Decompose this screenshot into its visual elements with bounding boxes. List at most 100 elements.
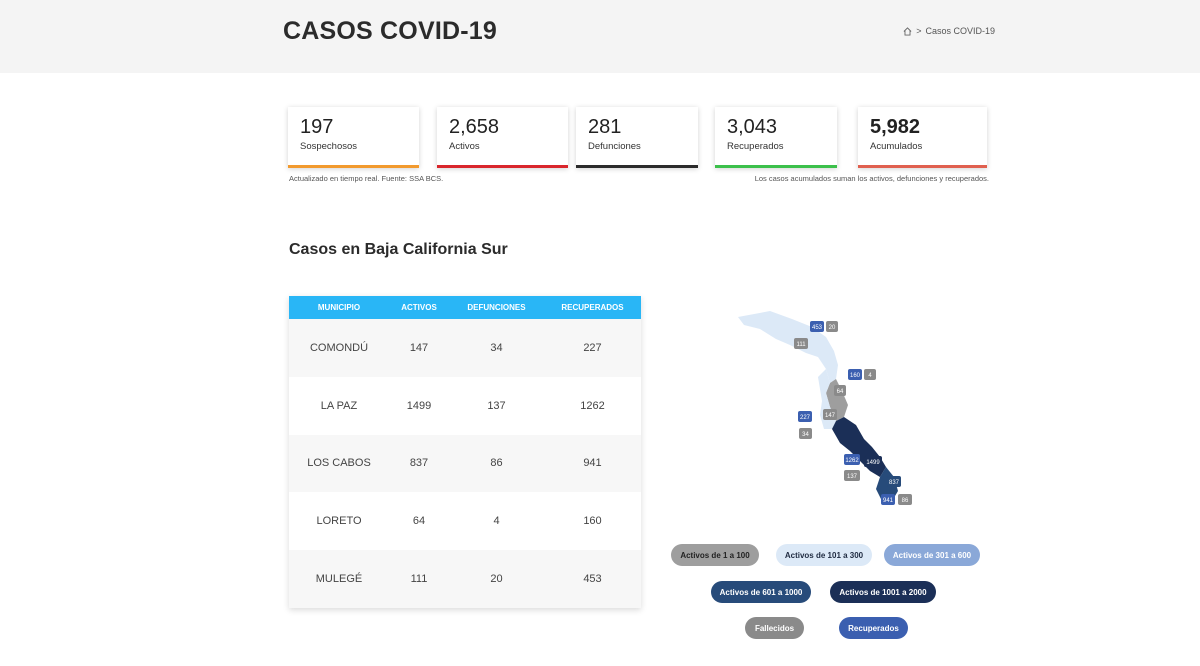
card-acumulados: 5,982 Acumulados (858, 107, 987, 168)
map-badge: 111 (794, 338, 808, 349)
section-title: Casos en Baja California Sur (289, 241, 508, 258)
card-value: 2,658 (449, 116, 500, 138)
cell-activos: 837 (409, 457, 429, 470)
map-badge: 453 (810, 321, 824, 332)
home-icon[interactable] (903, 26, 912, 36)
table-row: LA PAZ 1499 137 1262 (289, 377, 641, 435)
column-header: MUNICIPIO (317, 303, 361, 312)
map-badge: 147 (823, 409, 837, 420)
cell-recuperados: 1262 (580, 399, 605, 412)
legend-activos-601-1000[interactable]: Activos de 601 a 1000 (711, 581, 811, 603)
svg-text:1499: 1499 (866, 460, 880, 466)
map-badge: 34 (799, 428, 812, 439)
cell-activos: 1499 (406, 399, 432, 412)
map-badge: 4 (864, 369, 876, 380)
cell-defunciones: 4 (493, 515, 500, 528)
cell-recuperados: 227 (583, 341, 602, 354)
cell-defunciones: 137 (487, 399, 506, 412)
stats-cards: 197 Sospechosos 2,658 Activos 281 Defunc… (288, 107, 988, 169)
map-badge: 64 (834, 385, 846, 396)
baja-california-sur-map: 453 20 111 160 4 64 227 147 (738, 311, 912, 505)
cell-defunciones: 86 (490, 457, 503, 470)
accumulated-note: Los casos acumulados suman los activos, … (754, 174, 989, 183)
legend-activos-101-300[interactable]: Activos de 101 a 300 (776, 544, 872, 566)
card-value: 281 (588, 116, 622, 138)
legend-activos-1001-2000[interactable]: Activos de 1001 a 2000 (830, 581, 936, 603)
svg-text:64: 64 (837, 389, 844, 395)
card-value: 3,043 (727, 116, 778, 138)
table-header: MUNICIPIO ACTIVOS DEFUNCIONES RECUPERADO… (289, 296, 641, 319)
svg-text:20: 20 (829, 325, 836, 331)
map-badge: 227 (798, 411, 812, 422)
card-value: 197 (300, 116, 334, 138)
card-label: Sospechosos (300, 141, 358, 152)
card-bar (437, 165, 568, 168)
cell-recuperados: 160 (583, 515, 602, 528)
table-row: LORETO 64 4 160 (289, 492, 641, 550)
cell-municipio: LA PAZ (320, 399, 358, 412)
cell-municipio: LORETO (316, 515, 362, 528)
card-label: Acumulados (870, 141, 923, 152)
cell-activos: 64 (412, 515, 426, 528)
card-bar (715, 165, 837, 168)
svg-text:137: 137 (847, 474, 858, 480)
column-header: RECUPERADOS (561, 303, 624, 312)
map-badge: 837 (887, 476, 901, 487)
svg-text:837: 837 (889, 480, 900, 486)
legend-fallecidos[interactable]: Fallecidos (745, 617, 804, 639)
cell-municipio: MULEGÉ (315, 573, 363, 586)
table-body: COMONDÚ 147 34 227 LA PAZ 1499 137 1262 … (289, 319, 641, 608)
card-recuperados: 3,043 Recuperados (715, 107, 837, 168)
table-row: COMONDÚ 147 34 227 (289, 319, 641, 377)
region-la-paz[interactable] (832, 417, 886, 477)
source-note: Actualizado en tiempo real. Fuente: SSA … (289, 174, 444, 183)
cell-municipio: LOS CABOS (307, 457, 371, 470)
card-defunciones: 281 Defunciones (576, 107, 698, 168)
map-badge: 1262 (844, 454, 860, 465)
cell-defunciones: 34 (490, 341, 503, 354)
card-bar (858, 165, 987, 168)
card-sospechosos: 197 Sospechosos (288, 107, 419, 168)
svg-text:34: 34 (802, 432, 809, 438)
card-value: 5,982 (870, 116, 921, 138)
card-label: Defunciones (588, 141, 641, 152)
map-badge: 86 (898, 494, 912, 505)
cases-table: MUNICIPIO ACTIVOS DEFUNCIONES RECUPERADO… (289, 296, 641, 608)
map-badge: 1499 (864, 456, 882, 467)
column-header: ACTIVOS (401, 303, 437, 312)
svg-text:86: 86 (902, 498, 909, 504)
card-label: Recuperados (727, 141, 784, 152)
table-row: LOS CABOS 837 86 941 (289, 434, 641, 493)
map-badge: 941 (881, 494, 895, 505)
column-header: DEFUNCIONES (467, 303, 526, 312)
cell-recuperados: 453 (583, 573, 602, 586)
legend-activos-1-100[interactable]: Activos de 1 a 100 (671, 544, 759, 566)
card-bar (576, 165, 698, 168)
card-bar (288, 165, 419, 168)
svg-text:147: 147 (825, 413, 836, 419)
card-activos: 2,658 Activos (437, 107, 568, 168)
legend-recuperados[interactable]: Recuperados (839, 617, 908, 639)
breadcrumb-current: Casos COVID-19 (925, 26, 995, 36)
cell-activos: 147 (409, 341, 429, 354)
svg-text:1262: 1262 (845, 458, 859, 464)
cell-defunciones: 20 (490, 573, 503, 586)
legend-activos-301-600[interactable]: Activos de 301 a 600 (884, 544, 980, 566)
cell-activos: 111 (410, 573, 428, 586)
cell-recuperados: 941 (583, 457, 602, 470)
card-label: Activos (449, 141, 480, 152)
breadcrumb: > Casos COVID-19 (903, 26, 995, 36)
map-badge: 20 (826, 321, 838, 332)
svg-text:941: 941 (883, 498, 894, 504)
map-badge: 160 (848, 369, 862, 380)
map-badge: 137 (844, 470, 860, 481)
page-header: CASOS COVID-19 > Casos COVID-19 (0, 0, 1200, 73)
svg-text:4: 4 (868, 373, 872, 379)
breadcrumb-separator: > (916, 26, 922, 36)
table-row: MULEGÉ 111 20 453 (289, 550, 641, 608)
svg-text:453: 453 (812, 325, 823, 331)
cell-municipio: COMONDÚ (309, 341, 369, 354)
svg-text:227: 227 (800, 415, 811, 421)
svg-text:160: 160 (850, 373, 861, 379)
